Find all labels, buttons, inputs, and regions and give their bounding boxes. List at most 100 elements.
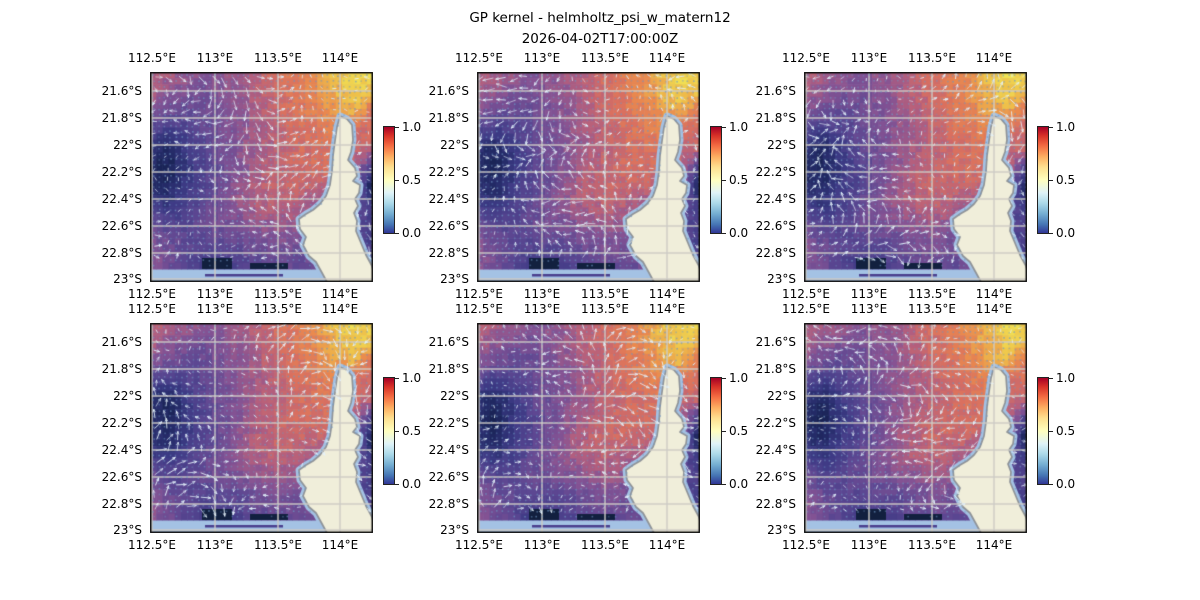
y-tick-label: 21.8°S bbox=[755, 111, 796, 125]
figure-title-line2: 2026-04-02T17:00:00Z bbox=[521, 31, 679, 47]
map-canvas-r1c2 bbox=[804, 323, 1027, 533]
x-tick-label-top: 114°E bbox=[975, 51, 1013, 65]
x-tick-label-top: 113°E bbox=[523, 51, 561, 65]
x-tick-label-bottom: 112.5°E bbox=[455, 287, 503, 301]
colorbar-gradient bbox=[1037, 377, 1049, 485]
y-tick-label: 22.2°S bbox=[101, 416, 142, 430]
x-tick-label-top: 113.5°E bbox=[254, 51, 302, 65]
colorbar-tick-label: 0.0 bbox=[1056, 477, 1076, 492]
y-tick-label: 23°S bbox=[113, 272, 142, 286]
y-tick-label: 21.6°S bbox=[101, 84, 142, 98]
y-tick-label: 22.4°S bbox=[101, 443, 142, 457]
colorbar-tick-label: 0.5 bbox=[729, 173, 749, 188]
colorbar-tick-label: 0.0 bbox=[729, 477, 749, 492]
x-tick-label-bottom: 113.5°E bbox=[581, 287, 629, 301]
x-tick-label-bottom: 114°E bbox=[321, 287, 359, 301]
x-tick-label-bottom: 112.5°E bbox=[128, 538, 176, 552]
colorbar-gradient bbox=[383, 126, 395, 234]
colorbar-tick bbox=[1049, 232, 1053, 234]
colorbar-gradient bbox=[383, 377, 395, 485]
colorbar-tick-label: 0.0 bbox=[402, 477, 422, 492]
y-tick-label: 22.4°S bbox=[755, 192, 796, 206]
x-tick-label-bottom: 114°E bbox=[975, 538, 1013, 552]
x-tick-label-top: 113°E bbox=[196, 302, 234, 316]
colorbar-tick-label: 0.5 bbox=[729, 424, 749, 439]
x-tick-label-bottom: 113°E bbox=[850, 287, 888, 301]
colorbar-tick-label: 0.5 bbox=[1056, 424, 1076, 439]
colorbar-tick bbox=[722, 179, 726, 181]
colorbar-tick-label: 0.5 bbox=[402, 424, 422, 439]
y-tick-label: 22°S bbox=[767, 138, 796, 152]
y-tick-label: 21.8°S bbox=[428, 362, 469, 376]
x-tick-label-top: 114°E bbox=[975, 302, 1013, 316]
y-tick-label: 22.2°S bbox=[755, 165, 796, 179]
y-tick-label: 22.8°S bbox=[428, 497, 469, 511]
x-tick-label-top: 114°E bbox=[321, 302, 359, 316]
x-tick-label-bottom: 113.5°E bbox=[581, 538, 629, 552]
y-tick-label: 22.6°S bbox=[101, 470, 142, 484]
y-tick-label: 23°S bbox=[440, 272, 469, 286]
x-tick-label-bottom: 112.5°E bbox=[128, 287, 176, 301]
colorbar-tick bbox=[395, 179, 399, 181]
colorbar-tick-label: 0.5 bbox=[1056, 173, 1076, 188]
x-tick-label-bottom: 113.5°E bbox=[254, 538, 302, 552]
y-tick-label: 22.4°S bbox=[101, 192, 142, 206]
y-tick-label: 22.6°S bbox=[755, 470, 796, 484]
colorbar-tick bbox=[722, 430, 726, 432]
map-canvas-r0c2 bbox=[804, 72, 1027, 282]
x-tick-label-top: 114°E bbox=[648, 302, 686, 316]
y-tick-label: 22.8°S bbox=[101, 246, 142, 260]
colorbar-tick-label: 1.0 bbox=[729, 120, 749, 135]
colorbar-tick bbox=[1049, 430, 1053, 432]
x-tick-label-bottom: 113°E bbox=[523, 287, 561, 301]
y-tick-label: 22.8°S bbox=[101, 497, 142, 511]
y-tick-label: 21.8°S bbox=[428, 111, 469, 125]
y-tick-label: 21.6°S bbox=[755, 335, 796, 349]
x-tick-label-top: 113°E bbox=[196, 51, 234, 65]
y-tick-label: 22.6°S bbox=[101, 219, 142, 233]
x-tick-label-top: 113°E bbox=[850, 302, 888, 316]
colorbar-gradient bbox=[710, 126, 722, 234]
colorbar-tick-label: 1.0 bbox=[1056, 120, 1076, 135]
colorbar-gradient bbox=[710, 377, 722, 485]
colorbar-tick bbox=[395, 126, 399, 128]
figure-title-line1: GP kernel - helmholtz_psi_w_matern12 bbox=[469, 10, 731, 26]
x-tick-label-bottom: 113°E bbox=[196, 287, 234, 301]
y-tick-label: 21.6°S bbox=[755, 84, 796, 98]
x-tick-label-top: 113.5°E bbox=[254, 302, 302, 316]
y-tick-label: 22°S bbox=[440, 389, 469, 403]
x-tick-label-bottom: 112.5°E bbox=[782, 287, 830, 301]
y-tick-label: 22.6°S bbox=[755, 219, 796, 233]
y-tick-label: 22.4°S bbox=[428, 192, 469, 206]
y-tick-label: 21.8°S bbox=[101, 362, 142, 376]
x-tick-label-top: 113.5°E bbox=[581, 51, 629, 65]
colorbar-tick bbox=[395, 483, 399, 485]
colorbar-tick bbox=[395, 430, 399, 432]
x-tick-label-bottom: 114°E bbox=[321, 538, 359, 552]
colorbar-tick bbox=[722, 483, 726, 485]
colorbar-tick bbox=[722, 232, 726, 234]
y-tick-label: 22°S bbox=[113, 138, 142, 152]
y-tick-label: 22°S bbox=[113, 389, 142, 403]
colorbar-tick bbox=[1049, 126, 1053, 128]
y-tick-label: 23°S bbox=[440, 523, 469, 537]
colorbar-tick bbox=[1049, 483, 1053, 485]
x-tick-label-bottom: 112.5°E bbox=[455, 538, 503, 552]
colorbar-tick bbox=[395, 232, 399, 234]
y-tick-label: 21.6°S bbox=[428, 84, 469, 98]
figure-title: GP kernel - helmholtz_psi_w_matern12 202… bbox=[0, 8, 1200, 50]
y-tick-label: 22.2°S bbox=[428, 165, 469, 179]
colorbar-tick bbox=[722, 377, 726, 379]
x-tick-label-bottom: 112.5°E bbox=[782, 538, 830, 552]
y-tick-label: 22.6°S bbox=[428, 470, 469, 484]
x-tick-label-bottom: 113.5°E bbox=[908, 538, 956, 552]
x-tick-label-top: 113.5°E bbox=[581, 302, 629, 316]
y-tick-label: 22.4°S bbox=[755, 443, 796, 457]
y-tick-label: 22.8°S bbox=[428, 246, 469, 260]
y-tick-label: 21.6°S bbox=[428, 335, 469, 349]
y-tick-label: 23°S bbox=[113, 523, 142, 537]
colorbar-tick-label: 1.0 bbox=[402, 120, 422, 135]
colorbar-gradient bbox=[1037, 126, 1049, 234]
x-tick-label-top: 112.5°E bbox=[455, 302, 503, 316]
x-tick-label-top: 112.5°E bbox=[128, 51, 176, 65]
